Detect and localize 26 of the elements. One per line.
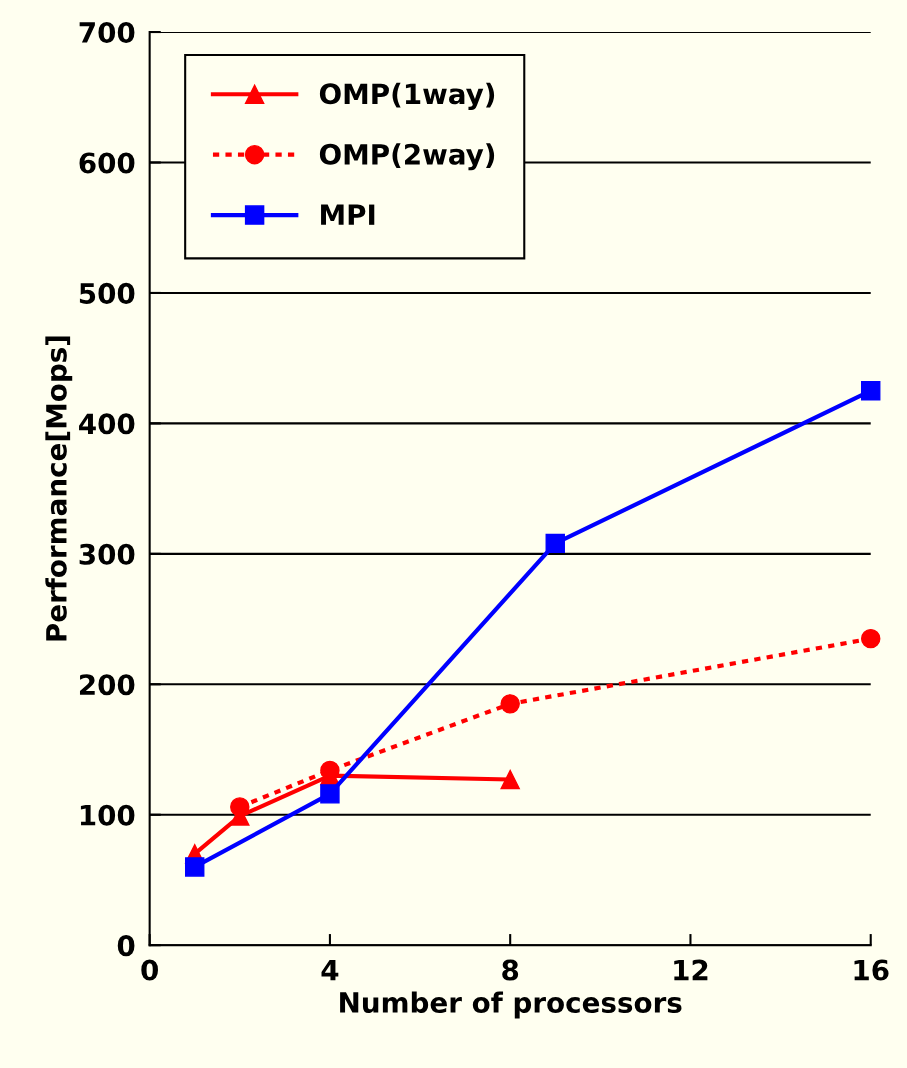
x-tick-label: 4 [321,959,339,981]
legend-label: MPI [321,204,375,225]
y-tick-label: 200 [79,674,135,696]
x-axis-title: Number of processors [340,991,682,1019]
x-tick-label: 16 [854,959,889,981]
legend-label: OMP(1way) [319,82,495,110]
y-tick-label: 0 [117,935,135,957]
y-tick-label: 400 [79,413,135,435]
point [500,694,520,714]
point [545,533,565,554]
y-tick-label: 600 [79,152,135,174]
point [860,628,881,649]
x-tick-label: 0 [141,959,158,981]
y-axis-title: Performance[Mops] [45,336,73,641]
y-tick-label: 100 [80,804,135,826]
point [860,381,881,401]
y-tick-label: 300 [79,543,135,565]
legend-label: OMP(2way) [319,143,495,171]
y-tick-label: 700 [79,21,135,43]
point [230,797,250,817]
point [184,857,205,877]
y-tick-label: 500 [79,282,135,304]
point [320,784,340,804]
x-tick-label: 8 [502,959,519,981]
point [500,769,520,790]
x-tick-label: 12 [674,959,708,981]
